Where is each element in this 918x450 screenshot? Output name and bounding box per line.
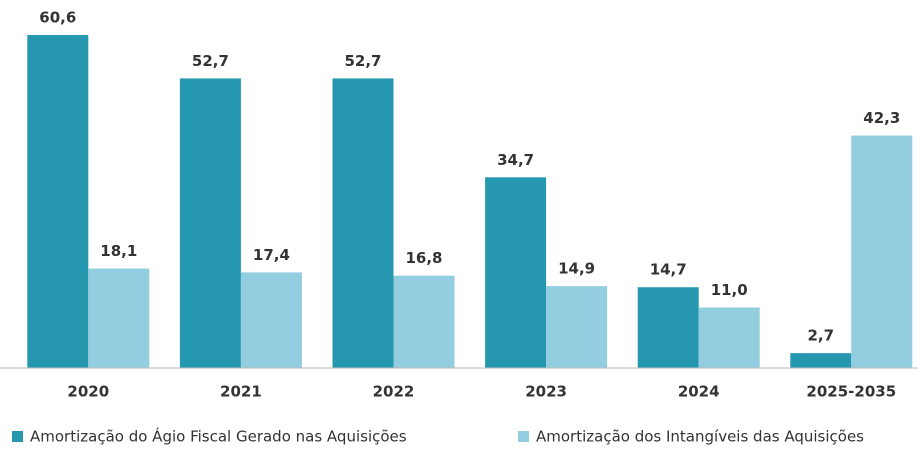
- data-label: 11,0: [711, 281, 748, 299]
- data-label: 14,9: [558, 260, 595, 278]
- bar: [698, 307, 760, 368]
- legend-swatch: [518, 431, 529, 442]
- bar: [332, 78, 394, 368]
- x-tick-label: 2022: [373, 383, 415, 401]
- data-label: 2,7: [808, 327, 835, 345]
- data-label: 52,7: [344, 52, 381, 70]
- data-label: 34,7: [497, 151, 534, 169]
- x-tick-label: 2023: [525, 383, 567, 401]
- data-label: 16,8: [405, 249, 442, 267]
- data-label: 17,4: [253, 246, 290, 264]
- data-label: 52,7: [192, 52, 229, 70]
- data-label: 60,6: [39, 9, 76, 27]
- x-tick-label: 2024: [678, 383, 720, 401]
- bar: [179, 78, 241, 368]
- bar: [393, 275, 455, 368]
- data-label: 42,3: [863, 109, 900, 127]
- x-tick-label: 2020: [67, 383, 109, 401]
- x-tick-label: 2025-2035: [806, 383, 896, 401]
- legend-label: Amortização do Ágio Fiscal Gerado nas Aq…: [30, 427, 407, 446]
- x-tick-label: 2021: [220, 383, 262, 401]
- bar: [790, 353, 852, 368]
- legend-label: Amortização dos Intangíveis das Aquisiçõ…: [536, 428, 864, 446]
- legend-swatch: [12, 431, 23, 442]
- bar: [851, 135, 913, 368]
- bar: [546, 286, 608, 368]
- data-label: 14,7: [650, 261, 687, 279]
- bar: [485, 177, 547, 368]
- bar: [637, 287, 699, 368]
- data-label: 18,1: [100, 242, 137, 260]
- bar: [88, 268, 150, 368]
- bar: [240, 272, 302, 368]
- bar: [27, 35, 89, 368]
